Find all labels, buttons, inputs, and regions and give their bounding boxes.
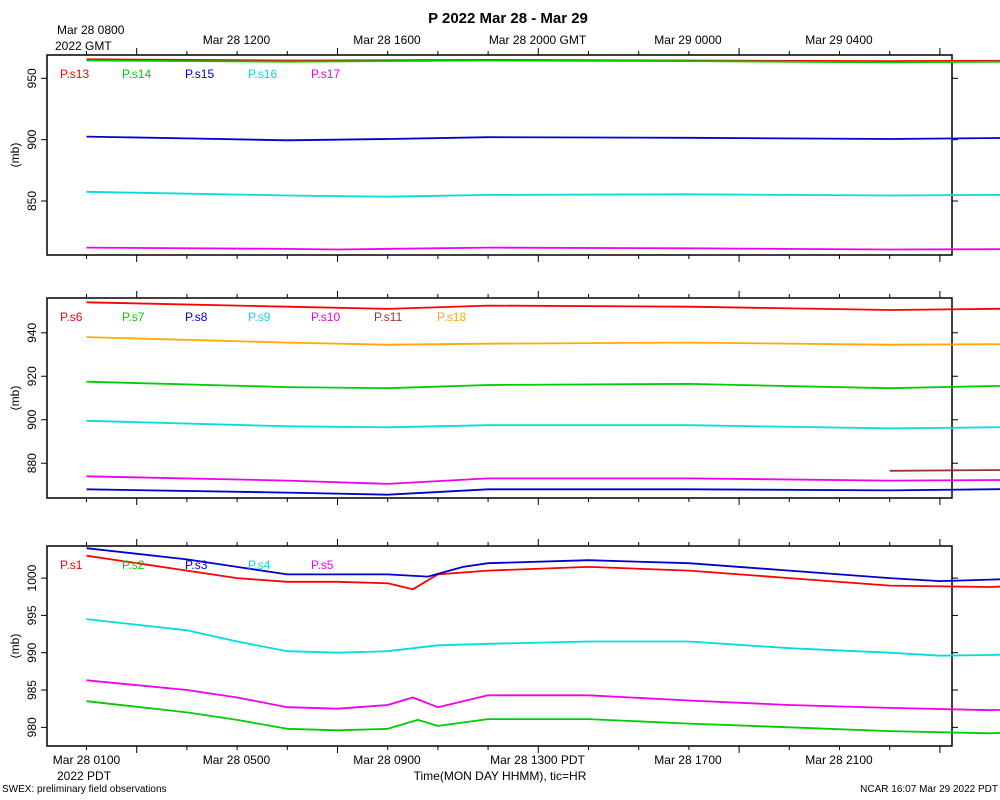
- y-tick-label: 950: [25, 68, 39, 88]
- series-line-p-s6: [86, 301, 1000, 311]
- panel-frame: [46, 545, 953, 747]
- series-line-p-s1: [86, 554, 1000, 591]
- legend-label: P.s5: [311, 558, 334, 572]
- top-axis-tick-label: Mar 29 0400: [805, 33, 873, 47]
- series-line-p-s16: [86, 190, 1000, 198]
- panel-top: 850 900 950 (mb) P.s13 P.s14 P.s15 P.s16 P.s17: [8, 48, 1000, 262]
- legend-label: P.s4: [248, 558, 271, 572]
- top-axis-labels: Mar 28 1200 Mar 28 1600 Mar 28 2000 GMT Mar…: [203, 33, 873, 47]
- y-tick-label: 850: [25, 191, 39, 211]
- bottom-axis-tick-label: Mar 28 0900: [353, 753, 421, 767]
- y-tick-label: 920: [25, 366, 39, 386]
- legend-label: P.s2: [122, 558, 145, 572]
- y-axis-title: (mb): [8, 143, 22, 168]
- y-tick-label: 995: [25, 605, 39, 625]
- top-axis-tick-label: Mar 28 1200: [203, 33, 271, 47]
- series-line-p-s3: [86, 547, 1000, 582]
- y-tick-label: 985: [25, 680, 39, 700]
- legend-label: P.s17: [311, 67, 340, 81]
- x-axis-title: Time(MON DAY HHMM), tic=HR: [414, 769, 587, 783]
- legend-label: P.s16: [248, 67, 277, 81]
- series-line-p-s5: [86, 679, 1000, 712]
- legend-label: P.s3: [185, 558, 208, 572]
- panel-middle: 880 900 920 940 (mb) P.s6 P.s7 P.s8 P.s9 P.s10 P.s…: [8, 291, 1000, 505]
- panel-frame: [46, 54, 953, 256]
- series-line-p-s15: [86, 135, 1000, 142]
- bottom-axis-first-label-line2: 2022 PDT: [57, 769, 112, 783]
- legend-label: P.s14: [122, 67, 151, 81]
- series-line-p-s10: [86, 475, 1000, 485]
- legend-label: P.s11: [374, 310, 403, 324]
- series-line-p-s2: [86, 700, 1000, 735]
- top-axis-tick-label: Mar 29 0000: [654, 33, 722, 47]
- panel-bottom: 980 985 990 995 1000 (mb) P.s1 P.s2 P.s3 P.s4 P.s5: [8, 539, 1000, 753]
- bottom-axis-tick-label: Mar 28 1700: [654, 753, 722, 767]
- y-tick-label: 900: [25, 129, 39, 149]
- footer-left: SWEX: preliminary field observations: [2, 784, 167, 795]
- legend-label: P.s9: [248, 310, 271, 324]
- series-line-p-s8: [86, 488, 1000, 496]
- bottom-axis-tick-label: Mar 28 2100: [805, 753, 873, 767]
- legend-label: P.s13: [60, 67, 89, 81]
- y-tick-label: 1000: [25, 564, 39, 591]
- series-line-p-s7: [86, 380, 1000, 390]
- series-line-p-s4: [86, 618, 1000, 657]
- legend-label: P.s7: [122, 310, 145, 324]
- series-line-p-s18: [86, 336, 1000, 346]
- legend-label: P.s10: [311, 310, 340, 324]
- chart-title: P 2022 Mar 28 - Mar 29: [428, 10, 588, 27]
- bottom-axis-tick-label: Mar 28 1300 PDT: [490, 753, 585, 767]
- y-tick-label: 940: [25, 322, 39, 342]
- y-tick-label: 980: [25, 717, 39, 737]
- y-tick-label: 990: [25, 642, 39, 662]
- series-line-p-s11: [889, 469, 1000, 472]
- panel-frame: [46, 297, 953, 499]
- legend-label: P.s18: [437, 310, 466, 324]
- bottom-axis-tick-label: Mar 28 0100: [53, 753, 121, 767]
- legend-label: P.s6: [60, 310, 83, 324]
- legend-label: P.s15: [185, 67, 214, 81]
- top-axis-tick-label: Mar 28 1600: [353, 33, 421, 47]
- series-line-p-s14: [86, 59, 1000, 64]
- bottom-axis-tick-label: Mar 28 0500: [203, 753, 271, 767]
- bottom-axis-labels: Mar 28 0100 Mar 28 0500 Mar 28 0900 Mar 28 …: [53, 753, 873, 767]
- top-axis-tick-label: Mar 28 2000 GMT: [489, 33, 587, 47]
- panels: 850 900 950 (mb) P.s13 P.s14 P.s15 P.s16 P.s17 88…: [8, 48, 1000, 753]
- series-line-p-s17: [86, 246, 1000, 251]
- y-tick-label: 900: [25, 409, 39, 429]
- top-axis-first-label-line2: 2022 GMT: [55, 39, 112, 53]
- top-axis-first-label: Mar 28 0800: [57, 23, 125, 37]
- series-line-p-s9: [86, 419, 1000, 430]
- y-axis-title: (mb): [8, 386, 22, 411]
- y-tick-label: 880: [25, 453, 39, 473]
- legend-label: P.s8: [185, 310, 208, 324]
- y-axis-title: (mb): [8, 634, 22, 659]
- legend-label: P.s1: [60, 558, 83, 572]
- footer-right: NCAR 16:07 Mar 29 2022 PDT: [860, 784, 998, 795]
